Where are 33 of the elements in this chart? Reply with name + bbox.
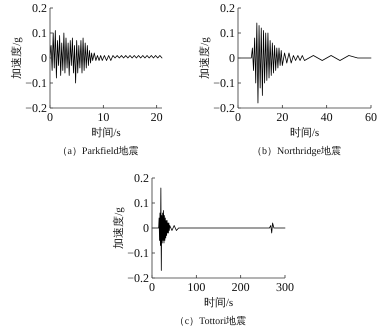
line-series (50, 30, 162, 84)
y-axis-title: 加速度/g (112, 206, 125, 249)
y-axis-title: 加速度/g (198, 36, 211, 79)
x-tick-label: 100 (187, 280, 206, 294)
y-tick-label: 0 (143, 221, 149, 235)
y-tick-label: −0.1 (127, 246, 149, 260)
y-tick-label: 0.1 (134, 196, 149, 210)
y-tick-label: 0 (41, 51, 47, 65)
text: （b）Northridge地震 (252, 145, 341, 157)
y-tick-label: −0.1 (213, 76, 235, 90)
y-tick-label: −0.2 (213, 101, 235, 115)
y-tick-label: 0.2 (32, 1, 47, 15)
x-tick-label: 300 (276, 280, 294, 294)
y-tick-label: 0 (229, 51, 235, 65)
x-tick-label: 20 (276, 110, 288, 124)
text: （c）Tottori地震 (174, 315, 246, 327)
x-tick-label: 20 (150, 110, 163, 124)
y-tick-label: 0.1 (32, 26, 47, 40)
text: （a）Parkfield地震 (57, 145, 139, 157)
y-tick-label: 0.2 (220, 1, 235, 15)
y-tick-label: −0.2 (127, 271, 149, 285)
y-tick-label: −0.2 (25, 101, 47, 115)
x-axis-title: 时间/s (91, 126, 121, 139)
y-axis-title: 加速度/g (10, 36, 23, 79)
x-axis-title: 时间/s (204, 296, 234, 309)
x-axis-title: 时间/s (290, 126, 320, 139)
y-tick-label: 0.1 (220, 26, 235, 40)
x-tick-label: 40 (320, 110, 333, 124)
x-tick-label: 60 (365, 110, 377, 124)
x-tick-label: 10 (97, 110, 110, 124)
y-tick-label: 0.2 (134, 171, 149, 185)
y-tick-label: −0.1 (25, 76, 47, 90)
x-tick-label: 200 (232, 280, 250, 294)
